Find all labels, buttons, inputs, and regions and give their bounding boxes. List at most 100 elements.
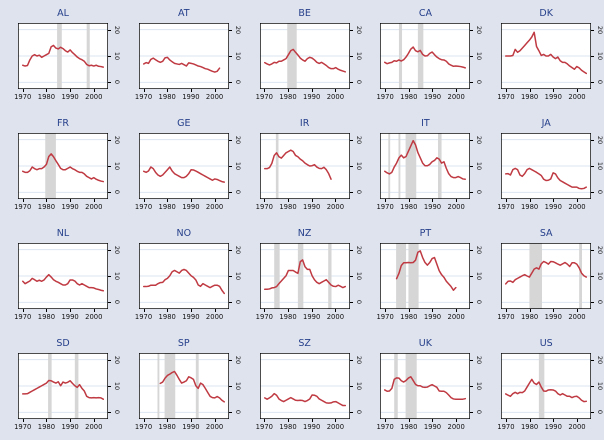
x-tick xyxy=(408,199,410,202)
x-tick xyxy=(432,309,434,312)
y-tick-label: 10 xyxy=(596,51,604,61)
x-tick-label: 1980 xyxy=(158,93,176,101)
y-tick-label: 10 xyxy=(475,271,484,281)
x-tick xyxy=(311,199,313,202)
x-tick xyxy=(432,419,434,422)
subplot-title: NL xyxy=(56,228,70,239)
x-tick xyxy=(143,89,145,92)
x-tick-label: 1970 xyxy=(134,93,153,101)
data-line xyxy=(505,167,588,190)
subplot-title: SZ xyxy=(298,338,311,349)
x-tick-label: 1990 xyxy=(61,93,79,101)
y-tick xyxy=(108,302,111,304)
x-tick-label: 1980 xyxy=(37,423,56,431)
x-tick-label: 1980 xyxy=(158,203,176,211)
plot-area xyxy=(259,23,350,89)
x-tick-label: 2000 xyxy=(447,313,465,321)
y-tick-label: 10 xyxy=(113,381,121,391)
x-tick-label: 2000 xyxy=(568,203,586,211)
y-tick-label: 0 xyxy=(354,190,363,195)
y-tick-label: 20 xyxy=(113,25,121,34)
y-tick-label: 10 xyxy=(354,271,363,281)
plot-area xyxy=(501,133,592,199)
subplot-nz: NZ 0 10 20 1970 1980 1990 2000 xyxy=(242,220,363,330)
y-tick-label: 0 xyxy=(596,410,604,415)
data-line xyxy=(21,273,105,292)
x-tick xyxy=(93,419,95,422)
x-tick xyxy=(190,419,192,422)
x-tick-label: 1980 xyxy=(279,93,297,101)
recession-band xyxy=(408,243,419,309)
plot-border xyxy=(501,23,592,89)
y-tick xyxy=(108,139,111,141)
y-tick-label: 20 xyxy=(354,245,363,254)
x-tick-label: 1970 xyxy=(14,203,32,211)
plot-border xyxy=(501,353,592,419)
y-tick-label: 0 xyxy=(113,410,121,415)
x-tick-label: 1990 xyxy=(303,93,321,101)
plot-border xyxy=(18,133,108,199)
y-tick-label: 20 xyxy=(354,135,363,144)
y-tick xyxy=(228,56,232,57)
x-tick xyxy=(311,89,313,92)
subplot-no: NO 0 10 20 1970 1980 1990 2000 xyxy=(121,220,242,330)
plot-border xyxy=(138,243,229,309)
x-tick-label: 1970 xyxy=(14,93,32,101)
x-tick xyxy=(214,309,216,312)
x-tick xyxy=(385,89,387,92)
y-tick-label: 20 xyxy=(596,245,604,254)
x-tick-label: 1980 xyxy=(158,423,176,431)
y-tick xyxy=(470,249,474,251)
y-tick xyxy=(228,249,232,251)
x-tick xyxy=(190,199,192,202)
y-tick xyxy=(349,166,353,167)
y-tick xyxy=(591,139,595,141)
y-tick-label: 10 xyxy=(113,271,121,281)
y-tick-label: 20 xyxy=(113,355,121,364)
subplot-title: US xyxy=(539,338,553,349)
y-tick xyxy=(591,412,595,414)
data-line xyxy=(263,259,346,290)
x-tick-label: 1990 xyxy=(423,93,442,101)
x-tick-label: 1980 xyxy=(520,93,539,101)
x-tick-label: 1980 xyxy=(520,313,539,321)
y-tick-label: 0 xyxy=(596,80,604,85)
x-tick-label: 2000 xyxy=(568,93,586,101)
x-tick xyxy=(46,199,48,202)
y-tick xyxy=(228,82,232,84)
recession-band xyxy=(86,23,90,89)
y-tick-label: 10 xyxy=(233,161,242,171)
x-tick xyxy=(408,309,410,312)
y-tick-label: 0 xyxy=(354,300,363,305)
plot-area xyxy=(138,133,229,199)
x-tick-label: 2000 xyxy=(85,203,103,211)
y-tick-label: 0 xyxy=(233,190,242,195)
data-line xyxy=(142,166,225,183)
x-tick-label: 2000 xyxy=(85,313,103,321)
x-tick-label: 1970 xyxy=(376,313,394,321)
y-tick-label: 10 xyxy=(596,271,604,281)
plot-area xyxy=(501,353,592,419)
y-tick xyxy=(349,412,353,414)
x-tick-label: 1970 xyxy=(134,313,153,321)
recession-band xyxy=(418,23,424,89)
y-tick xyxy=(108,276,111,277)
plot-area xyxy=(138,243,229,309)
plot-border xyxy=(380,23,471,89)
x-tick xyxy=(335,199,337,202)
y-tick xyxy=(591,56,595,57)
x-tick-label: 2000 xyxy=(205,423,224,431)
data-line xyxy=(505,378,588,403)
plot-border xyxy=(138,353,229,419)
x-tick xyxy=(46,419,48,422)
y-tick xyxy=(228,192,232,194)
subplot-title: NZ xyxy=(297,228,312,239)
y-tick-label: 20 xyxy=(233,135,242,144)
y-tick-label: 20 xyxy=(475,355,484,364)
x-tick xyxy=(311,419,313,422)
x-tick-label: 1970 xyxy=(255,93,273,101)
y-tick-label: 20 xyxy=(233,355,242,364)
y-tick-label: 0 xyxy=(475,300,484,305)
x-tick xyxy=(143,309,145,312)
y-tick-label: 20 xyxy=(596,355,604,364)
